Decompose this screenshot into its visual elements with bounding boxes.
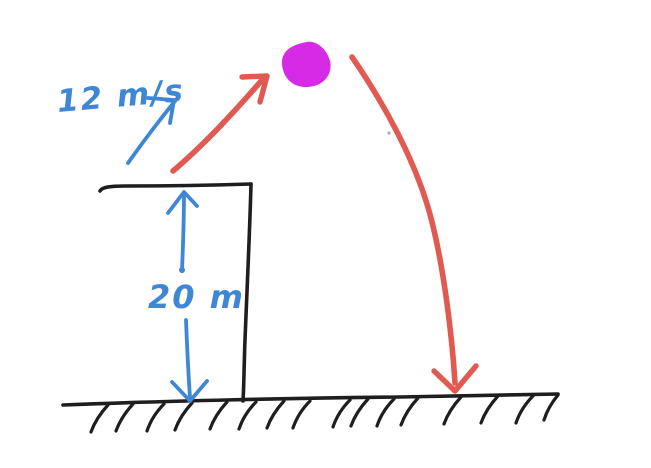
velocity-annotation: 12 m/s	[56, 73, 186, 165]
stray-mark	[387, 131, 391, 135]
building-right-edge	[241, 182, 253, 403]
trajectory	[170, 54, 479, 394]
height-label: 20 m	[148, 278, 245, 316]
ground-hatching	[89, 393, 560, 434]
trajectory-up-arrowhead-icon	[239, 73, 270, 105]
trajectory-rising-arc	[170, 77, 265, 174]
trajectory-falling-arc	[349, 54, 458, 386]
trajectory-down-arrowhead-icon	[431, 363, 479, 394]
projectile-ball	[281, 41, 331, 88]
height-annotation: 20 m	[148, 190, 245, 403]
velocity-arrowhead-icon	[146, 96, 176, 125]
pen-blob	[179, 267, 185, 273]
velocity-arrow-shaft	[126, 99, 177, 165]
height-arrow-lower-shaft	[184, 318, 192, 399]
height-arrow-upper-shaft	[180, 192, 186, 273]
ground-line	[61, 392, 560, 407]
building-top-edge	[98, 182, 253, 193]
building-outline	[98, 182, 253, 403]
height-arrowhead-up-icon	[166, 190, 199, 215]
ground	[61, 392, 560, 434]
height-arrowhead-down-icon	[170, 379, 209, 403]
